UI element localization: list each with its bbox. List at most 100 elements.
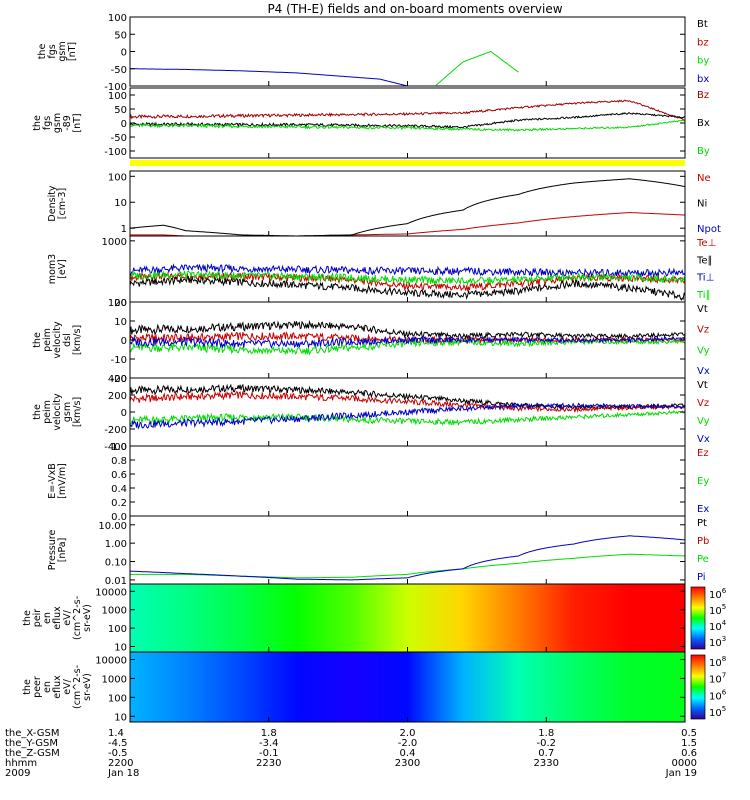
legend-esa-velocity-gsm-1: Vz bbox=[697, 398, 709, 409]
legend-pressure-2: Pe bbox=[697, 554, 709, 565]
ephem-value: 1.5 bbox=[681, 738, 697, 749]
ephem-label: 2009 bbox=[5, 768, 30, 779]
ylabel-fgs: thefgsgsm[nT] bbox=[37, 41, 78, 61]
ytick-density: 100 bbox=[108, 172, 127, 183]
legend-pressure-3: Pi bbox=[697, 572, 706, 583]
ytick-ion-spectrogram: 10000 bbox=[95, 587, 127, 598]
electron-spectrogram-colorbar-tick: 105 bbox=[709, 705, 726, 719]
ytick-esa-velocity-gsm: 200 bbox=[108, 391, 127, 402]
legend-esa-velocity-gsm-3: Vx bbox=[697, 434, 710, 445]
ion-spectrogram-image bbox=[130, 584, 685, 652]
panel-density: Ne Ni Npot 100 10 1 Density[cm-3] bbox=[47, 170, 721, 237]
pressure-frame bbox=[129, 515, 686, 585]
ytick-density: 1 bbox=[121, 224, 127, 235]
series-fgs-2 bbox=[435, 50, 519, 86]
ytick-fgs: 50 bbox=[114, 30, 127, 41]
ytick-efield: 0.2 bbox=[111, 498, 127, 509]
ytick-esa-velocity-dsl: 0 bbox=[121, 336, 127, 347]
legend-esa-velocity-dsl-2: Vy bbox=[697, 345, 710, 356]
ytick-fgs: -50 bbox=[111, 65, 127, 76]
ytick-esa-velocity-dsl: -10 bbox=[111, 355, 127, 366]
ephem-value: 1.4 bbox=[108, 728, 124, 739]
quality-flag-bar bbox=[130, 160, 685, 166]
ephem-value: 0.5 bbox=[681, 728, 697, 739]
ytick-pressure: 1.00 bbox=[105, 539, 127, 550]
ion-spectrogram-colorbar-tick: 106 bbox=[709, 587, 727, 601]
legend-density-1: Ni bbox=[697, 199, 707, 210]
ephem-value: -0.2 bbox=[536, 738, 556, 749]
ytick-efield: 1.0 bbox=[111, 442, 127, 453]
ytick-esa-velocity-gsm: 0 bbox=[121, 408, 127, 419]
ytick-electron-spectrogram: 100 bbox=[108, 693, 127, 704]
series-esa-velocity-gsm-2 bbox=[129, 409, 686, 427]
ytick-electron-spectrogram: 1000 bbox=[102, 674, 127, 685]
series-esa-velocity-gsm-3 bbox=[129, 402, 686, 430]
legend-temperature-3: Ti∥ bbox=[696, 290, 711, 301]
fgs-frame bbox=[129, 16, 686, 87]
ytick-pressure: 10.00 bbox=[98, 521, 127, 532]
fgs-dsl-frame bbox=[129, 87, 686, 159]
ephem-value: -3.4 bbox=[259, 738, 279, 749]
ephem-value: -0.5 bbox=[108, 748, 128, 759]
ephem-value: 0000 bbox=[672, 758, 697, 769]
legend-density-0: Ne bbox=[697, 173, 711, 184]
ytick-fgs-dsl: -100 bbox=[104, 147, 127, 158]
series-density-1 bbox=[129, 178, 686, 237]
ephem-value: -2.0 bbox=[398, 738, 418, 749]
ytick-fgs-dsl: 0 bbox=[121, 119, 127, 130]
ytick-electron-spectrogram: 10 bbox=[114, 712, 127, 723]
ephem-value: 0.6 bbox=[681, 748, 697, 759]
ytick-efield: 0.8 bbox=[111, 456, 127, 467]
ylabel-esa-velocity-gsm: thepeimvelocitygsm[km/s] bbox=[32, 393, 83, 431]
legend-efield-2: Ex bbox=[697, 504, 709, 515]
ytick-temperature: 100 bbox=[108, 298, 127, 309]
ion-spectrogram-colorbar-tick: 105 bbox=[709, 603, 726, 617]
legend-esa-velocity-gsm-0: Vt bbox=[697, 380, 708, 391]
ephem-value: -0.1 bbox=[259, 748, 279, 759]
ephem-value: Jan 19 bbox=[665, 768, 697, 779]
ephem-label: the_Z-GSM bbox=[5, 748, 60, 759]
ytick-ion-spectrogram: 100 bbox=[108, 624, 127, 635]
ephem-value: 2200 bbox=[108, 758, 133, 769]
ytick-fgs-dsl: -50 bbox=[111, 133, 127, 144]
ytick-efield: 0.4 bbox=[111, 484, 127, 495]
legend-pressure-0: Pt bbox=[697, 518, 707, 529]
ylabel-temperature: mom3[eV] bbox=[47, 254, 68, 284]
ephem-value: 2300 bbox=[395, 758, 420, 769]
ephem-value: 2230 bbox=[256, 758, 281, 769]
panel-fgs: Bt bz by bx 100 50 0 -50 -100 thefgsgsm[nT] bbox=[37, 13, 709, 93]
ytick-electron-spectrogram: 10000 bbox=[95, 656, 127, 667]
series-temperature-2 bbox=[129, 263, 686, 278]
legend-efield-0: Ez bbox=[697, 448, 709, 459]
ylabel-fgs-dsl: thefgsgsm-89[nT] bbox=[32, 113, 83, 133]
ephem-value: -4.5 bbox=[108, 738, 128, 749]
ytick-esa-velocity-gsm: 400 bbox=[108, 374, 127, 385]
ylabel-electron-spectrogram: thepeerenefluxeV/(cm^2-s-sr-eV) bbox=[22, 665, 93, 709]
ephem-label: the_Y-GSM bbox=[5, 738, 58, 749]
ytick-pressure: 0.10 bbox=[105, 558, 127, 569]
series-pressure-3 bbox=[130, 535, 686, 581]
panel-efield: Ez Ey Ex 1.0 0.8 0.6 0.4 0.2 0.0 E=-VxB[mV/m] bbox=[47, 442, 709, 523]
legend-fgs-0: Bt bbox=[697, 19, 708, 30]
ytick-fgs: 100 bbox=[108, 13, 127, 24]
ytick-efield: 0.0 bbox=[111, 512, 127, 523]
series-esa-velocity-dsl-0 bbox=[129, 319, 686, 341]
legend-esa-velocity-dsl-0: Vt bbox=[697, 304, 708, 315]
legend-efield-1: Ey bbox=[697, 476, 709, 487]
panel-pressure: Pt Pb Pe Pi 10.00 1.00 0.10 0.01 Pressure[nPa] bbox=[47, 515, 709, 587]
efield-frame bbox=[129, 445, 686, 517]
ytick-fgs: -100 bbox=[104, 82, 127, 93]
legend-fgs-dsl-1: Bx bbox=[697, 118, 710, 129]
legend-esa-velocity-dsl-1: Vz bbox=[697, 325, 709, 336]
ytick-ion-spectrogram: 10 bbox=[114, 642, 127, 653]
ephem-value: 2.0 bbox=[400, 728, 416, 739]
ytick-ion-spectrogram: 1000 bbox=[102, 606, 127, 617]
ion-spectrogram-colorbar-tick: 104 bbox=[709, 619, 727, 633]
ylabel-ion-spectrogram: thepeirenefluxeV/(cm^2-s-sr-eV) bbox=[22, 596, 93, 640]
ylabel-esa-velocity-dsl: thepeimvelocitydsl[km/s] bbox=[32, 321, 83, 359]
electron-spectrogram-colorbar bbox=[690, 654, 706, 720]
ytick-density: 10 bbox=[114, 198, 127, 209]
ephem-label: hhmm bbox=[5, 758, 37, 769]
panel-esa-velocity-gsm: Vt Vz Vy Vx 400 200 0 -200 -400 thepeimvelocitygs… bbox=[32, 374, 710, 453]
electron-spectrogram-image bbox=[130, 652, 685, 722]
